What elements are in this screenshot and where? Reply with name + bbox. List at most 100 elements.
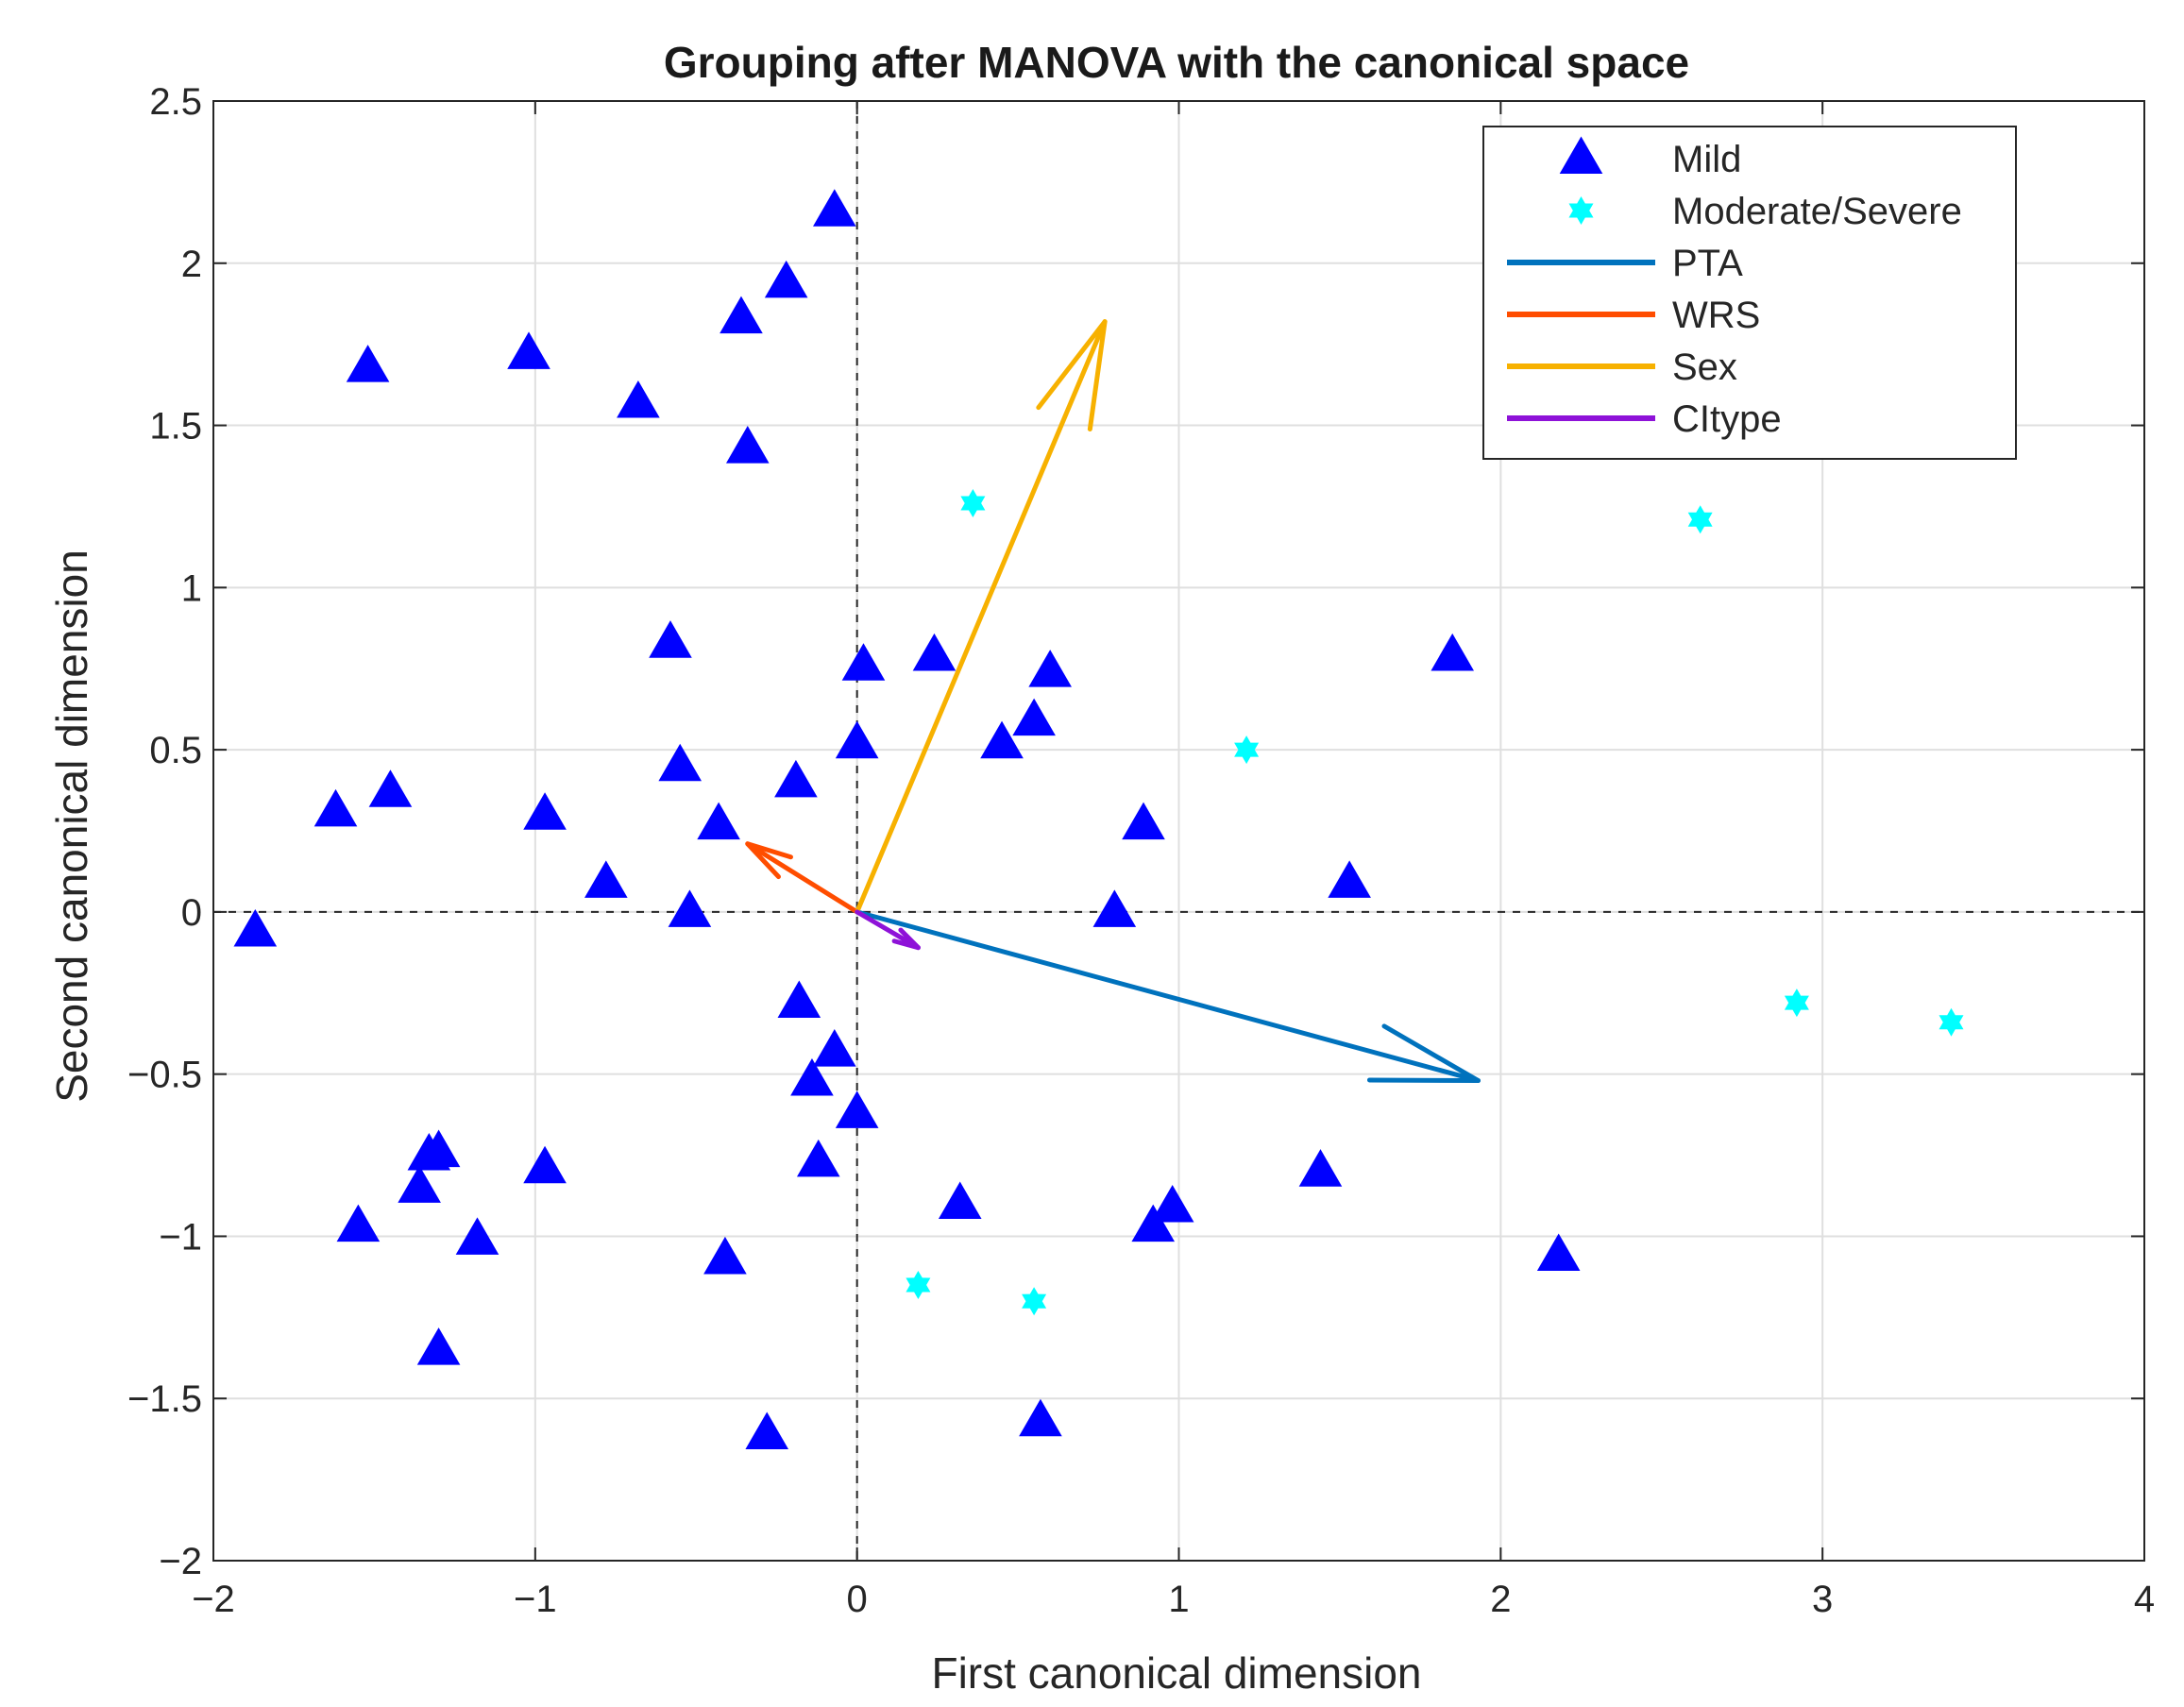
- series-layer: [233, 189, 1964, 1449]
- vector-citype-shaft: [855, 909, 921, 951]
- x-tick-label: −2: [192, 1579, 235, 1620]
- x-tick-label: 1: [1168, 1579, 1189, 1620]
- legend-box: [1482, 126, 2017, 460]
- data-point-mild: [912, 633, 957, 671]
- vector-pta: [855, 909, 1481, 1084]
- series-moderate-severe: [906, 489, 1964, 1316]
- data-point-mild: [777, 980, 821, 1019]
- y-axis-label: Second canonical dimension: [47, 549, 96, 1103]
- data-point-mild: [617, 380, 660, 418]
- data-point-mild: [790, 1057, 834, 1096]
- vector-wrs-head: [745, 841, 793, 880]
- y-tick-label: −1.5: [127, 1378, 202, 1420]
- data-point-mild: [416, 1129, 461, 1168]
- data-point-mild: [1536, 1233, 1581, 1272]
- x-axis-label: First canonical dimension: [931, 1648, 1421, 1698]
- data-point-mild: [368, 769, 413, 807]
- y-tick-label: 1: [181, 567, 202, 609]
- data-point-mild: [835, 1090, 879, 1128]
- data-point-mild: [745, 1411, 789, 1449]
- legend-label-mild: Mild: [1672, 139, 1741, 180]
- data-point-moderate-severe: [1784, 989, 1809, 1018]
- y-tick-label: 0.5: [149, 730, 202, 771]
- legend-label-wrs: WRS: [1672, 295, 1760, 336]
- legend-label-pta: PTA: [1672, 243, 1743, 284]
- vector-wrs: [745, 841, 860, 915]
- zero-lines: [213, 101, 2144, 1561]
- x-tick-label: −1: [514, 1579, 557, 1620]
- data-point-mild: [507, 331, 550, 369]
- vector-sex: [855, 319, 1108, 915]
- x-tick-label: 4: [2134, 1579, 2155, 1620]
- x-tick-label: 0: [847, 1579, 868, 1620]
- y-tick-label: 1.5: [149, 406, 202, 448]
- legend-label-moderate-severe: Moderate/Severe: [1672, 191, 1962, 232]
- vector-layer: [745, 319, 1481, 1084]
- data-point-mild: [764, 260, 808, 298]
- data-point-mild: [1328, 860, 1371, 898]
- x-tick-label: 2: [1490, 1579, 1511, 1620]
- data-point-mild: [1012, 698, 1056, 736]
- data-point-mild: [1122, 802, 1165, 840]
- vector-citype-head: [891, 927, 921, 951]
- data-point-mild: [416, 1327, 461, 1365]
- vector-pta-shaft: [855, 909, 1481, 1084]
- data-point-moderate-severe: [1687, 505, 1713, 534]
- data-point-mild: [1150, 1184, 1194, 1223]
- data-point-mild: [980, 720, 1024, 759]
- legend-label-citype: CItype: [1672, 398, 1782, 440]
- vector-sex-shaft: [855, 319, 1108, 915]
- data-point-mild: [774, 759, 818, 798]
- data-point-mild: [523, 792, 567, 830]
- data-point-moderate-severe: [906, 1271, 931, 1299]
- data-point-mild: [841, 643, 886, 681]
- data-point-moderate-severe: [1022, 1287, 1047, 1316]
- series-mild: [233, 189, 1581, 1449]
- data-point-mild: [584, 860, 628, 898]
- data-point-moderate-severe: [1234, 735, 1260, 765]
- data-point-mild: [523, 1145, 567, 1184]
- data-point-mild: [1131, 1204, 1176, 1242]
- data-point-mild: [720, 296, 763, 334]
- y-tick-label: 2: [181, 244, 202, 285]
- data-point-mild: [1431, 633, 1475, 671]
- vector-pta-head: [1366, 1023, 1481, 1084]
- y-tick-label: −1: [159, 1216, 202, 1258]
- legend: Mild Moderate/Severe PTA WRS Sex CItype: [1482, 126, 2017, 460]
- data-point-mild: [668, 889, 712, 927]
- vector-wrs-shaft: [745, 841, 860, 915]
- data-point-mild: [346, 345, 390, 382]
- data-point-mild: [455, 1217, 499, 1255]
- legend-marker-moderate-severe: [1568, 196, 1594, 225]
- vector-sex-head: [1036, 319, 1108, 432]
- x-tick-label: 3: [1812, 1579, 1833, 1620]
- data-point-mild: [658, 743, 703, 782]
- data-point-mild: [233, 908, 278, 947]
- chart-title: Grouping after MANOVA with the canonical…: [664, 38, 1689, 87]
- y-tick-label: 0: [181, 892, 202, 934]
- data-point-mild: [703, 1236, 747, 1275]
- data-point-mild: [1028, 650, 1072, 687]
- data-point-mild: [649, 620, 692, 658]
- data-point-mild: [835, 720, 879, 759]
- data-point-mild: [336, 1204, 381, 1242]
- data-point-mild: [1019, 1398, 1062, 1437]
- legend-marker-mild: [1559, 136, 1603, 174]
- y-tick-label: −0.5: [127, 1055, 202, 1096]
- data-point-mild: [813, 189, 856, 227]
- data-point-mild: [697, 802, 740, 840]
- data-point-mild: [725, 426, 770, 464]
- data-point-mild: [1298, 1149, 1343, 1187]
- data-point-moderate-severe: [1939, 1007, 1964, 1037]
- y-tick-label: −2: [159, 1541, 202, 1582]
- data-point-mild: [938, 1181, 982, 1220]
- data-point-mild: [796, 1139, 840, 1177]
- y-tick-label: 2.5: [149, 81, 202, 123]
- data-point-mild: [398, 1165, 441, 1203]
- axis-ticks: −2 −1 0 1 2 3 4 −2 −1.5 −1 −0.5 0 0.5 1 1.5 2 2.5: [127, 81, 2155, 1620]
- legend-label-sex: Sex: [1672, 346, 1737, 388]
- data-point-mild: [313, 788, 358, 827]
- data-point-mild: [813, 1029, 856, 1067]
- data-point-moderate-severe: [960, 489, 986, 517]
